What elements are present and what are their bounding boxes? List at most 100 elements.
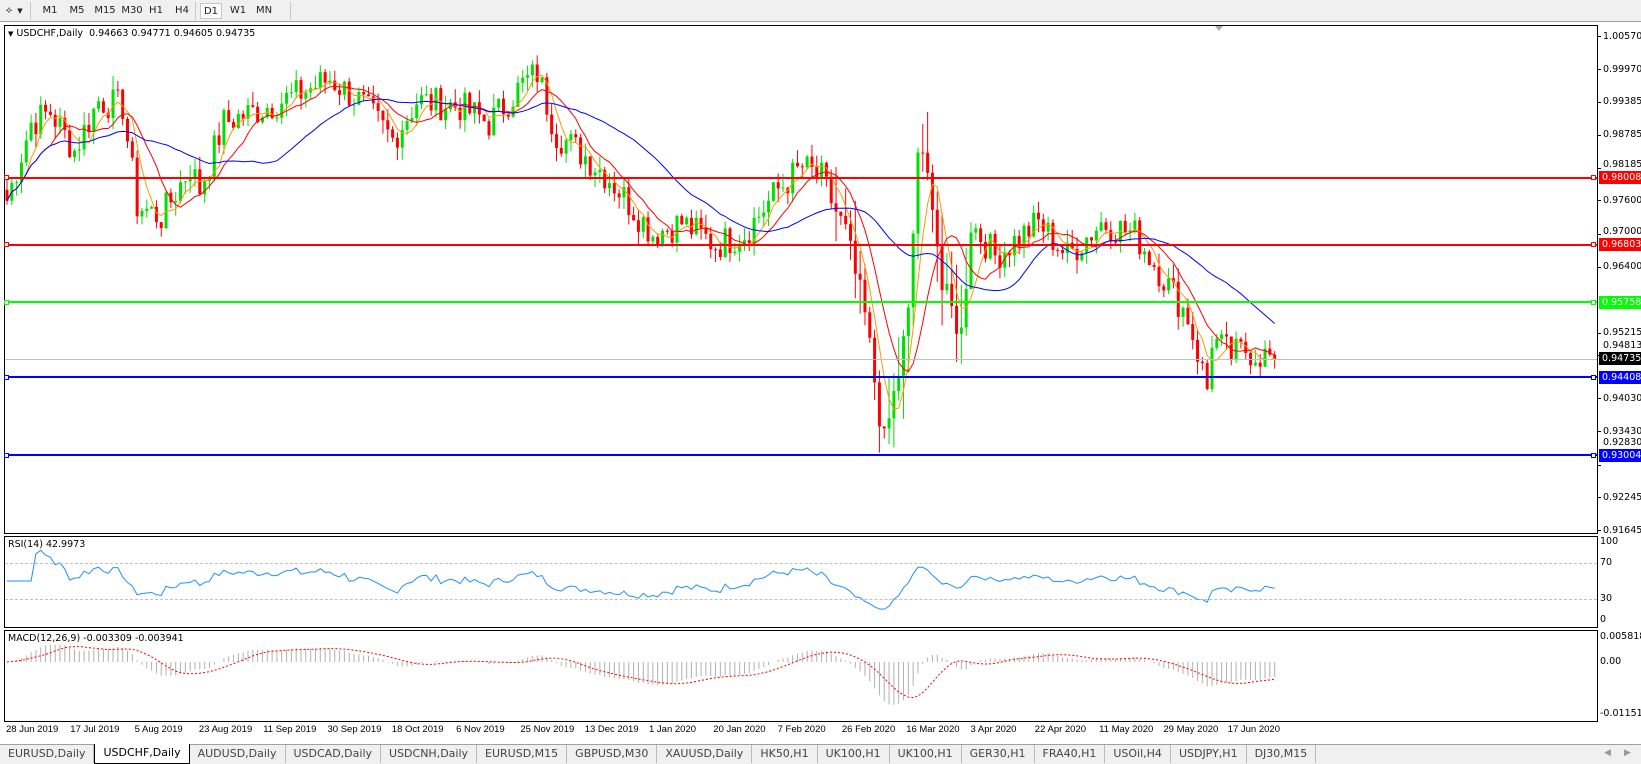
date-axis-label: 11 Sep 2019 bbox=[263, 724, 317, 735]
candle-body bbox=[395, 137, 399, 148]
horizontal-level-line[interactable] bbox=[5, 176, 1597, 179]
line-handle[interactable] bbox=[1591, 374, 1596, 380]
candle-body bbox=[1157, 266, 1161, 287]
candle-body bbox=[1239, 338, 1243, 342]
candle-body bbox=[974, 228, 978, 233]
horizontal-level-line[interactable] bbox=[5, 376, 1597, 379]
candle-body bbox=[106, 112, 110, 118]
line-handle[interactable] bbox=[1591, 175, 1596, 181]
candle-body bbox=[641, 217, 645, 232]
ohlc-values: 0.94663 0.94771 0.94605 0.94735 bbox=[89, 28, 256, 39]
chart-tab[interactable]: UK100,H1 bbox=[890, 745, 962, 763]
candle-body bbox=[709, 233, 713, 250]
chart-tab[interactable]: USDCNH,Daily bbox=[381, 745, 478, 763]
candle-body bbox=[926, 152, 930, 173]
timeframe-h4[interactable]: H4 bbox=[175, 5, 189, 16]
line-handle[interactable] bbox=[1591, 299, 1596, 305]
timeframe-m15[interactable]: M15 bbox=[94, 5, 116, 16]
chart-tab[interactable]: GER30,H1 bbox=[962, 745, 1035, 763]
timeframe-mn[interactable]: MN bbox=[255, 5, 273, 16]
price-tick bbox=[1598, 168, 1601, 170]
candle-body bbox=[1229, 336, 1233, 360]
chart-tab[interactable]: EURUSD,Daily bbox=[0, 745, 95, 763]
candle-body bbox=[800, 166, 804, 168]
candle-body bbox=[1200, 361, 1204, 364]
candle-body bbox=[742, 240, 746, 246]
candle-body bbox=[5, 189, 9, 201]
candle-body bbox=[179, 182, 183, 202]
candle-body bbox=[145, 208, 149, 211]
candle-body bbox=[593, 172, 597, 176]
candle-body bbox=[651, 236, 655, 242]
timeframe-m5[interactable]: M5 bbox=[69, 5, 85, 16]
candle-body bbox=[882, 426, 886, 429]
candle-body bbox=[820, 162, 824, 177]
line-handle[interactable] bbox=[4, 299, 9, 305]
tab-scroll-right-icon[interactable]: ▶ bbox=[1624, 748, 1631, 758]
candle-body bbox=[72, 150, 76, 157]
candle-body bbox=[362, 91, 366, 95]
chart-tab[interactable]: GBPUSD,M30 bbox=[567, 745, 658, 763]
chart-tab[interactable]: USOil,H4 bbox=[1105, 745, 1171, 763]
candle-body bbox=[829, 176, 833, 204]
chart-tab[interactable]: AUDUSD,Daily bbox=[190, 745, 286, 763]
candle-body bbox=[381, 110, 385, 121]
chart-tab[interactable]: USDCAD,Daily bbox=[286, 745, 382, 763]
candle-body bbox=[1056, 249, 1060, 251]
price-axis-label: 1.00570 bbox=[1603, 30, 1641, 42]
candle-body bbox=[58, 118, 62, 127]
timeframe-m1[interactable]: M1 bbox=[42, 5, 58, 16]
candle-body bbox=[367, 94, 370, 97]
candle-body bbox=[897, 375, 901, 392]
candle-body bbox=[68, 129, 72, 157]
chart-shift-marker[interactable] bbox=[1215, 26, 1223, 31]
horizontal-level-line[interactable] bbox=[5, 243, 1597, 246]
line-handle[interactable] bbox=[4, 242, 9, 248]
macd-pane[interactable] bbox=[4, 630, 1598, 722]
dropdown-arrow-icon[interactable]: ▼ bbox=[17, 7, 23, 15]
candle-body bbox=[338, 90, 342, 95]
chart-tab[interactable]: USDJPY,H1 bbox=[1171, 745, 1247, 763]
date-axis-label: 30 Sep 2019 bbox=[327, 724, 382, 735]
chart-tab[interactable]: EURUSD,M15 bbox=[477, 745, 568, 763]
line-handle[interactable] bbox=[1591, 452, 1596, 458]
chart-tab[interactable]: UK100,H1 bbox=[818, 745, 890, 763]
draw-tools-icon[interactable]: ⟡ bbox=[5, 5, 13, 16]
chart-tab[interactable]: USDCHF,Daily bbox=[94, 744, 190, 764]
timeframe-m30[interactable]: M30 bbox=[121, 5, 143, 16]
candle-body bbox=[342, 81, 346, 95]
candle-body bbox=[1046, 222, 1050, 232]
candle-body bbox=[834, 203, 838, 212]
candle-body bbox=[540, 77, 544, 83]
horizontal-level-line[interactable] bbox=[5, 301, 1597, 304]
tab-scroll-left-icon[interactable]: ◀ bbox=[1604, 748, 1611, 758]
candle-body bbox=[434, 88, 438, 111]
candle-body bbox=[116, 89, 120, 91]
collapse-arrow-icon[interactable]: ▼ bbox=[8, 30, 14, 38]
rsi-pane[interactable] bbox=[4, 536, 1598, 628]
date-axis-label: 3 Apr 2020 bbox=[970, 724, 1017, 735]
timeframe-h1[interactable]: H1 bbox=[149, 5, 163, 16]
price-tick bbox=[1598, 36, 1601, 37]
candle-body bbox=[207, 176, 211, 182]
price-tick bbox=[1598, 332, 1601, 334]
main-chart-pane[interactable] bbox=[4, 25, 1598, 534]
price-tick bbox=[1598, 266, 1601, 268]
line-handle[interactable] bbox=[4, 452, 9, 458]
line-handle[interactable] bbox=[1591, 242, 1596, 248]
timeframe-w1[interactable]: W1 bbox=[229, 5, 247, 16]
candle-body bbox=[15, 182, 19, 184]
price-axis-label: 0.91645 bbox=[1603, 524, 1641, 536]
chart-tab[interactable]: FRA40,H1 bbox=[1035, 745, 1106, 763]
chart-tab[interactable]: DJ30,M15 bbox=[1247, 745, 1317, 763]
horizontal-level-line[interactable] bbox=[5, 454, 1597, 456]
price-axis-label: 0.97600 bbox=[1603, 194, 1641, 206]
candle-body bbox=[420, 95, 424, 105]
chart-tab[interactable]: HK50,H1 bbox=[752, 745, 818, 763]
candle-body bbox=[174, 201, 178, 203]
candle-body bbox=[858, 273, 862, 280]
line-handle[interactable] bbox=[4, 175, 9, 181]
line-handle[interactable] bbox=[4, 374, 9, 380]
timeframe-d1[interactable]: D1 bbox=[200, 3, 222, 19]
chart-tab[interactable]: XAUUSD,Daily bbox=[657, 745, 753, 763]
